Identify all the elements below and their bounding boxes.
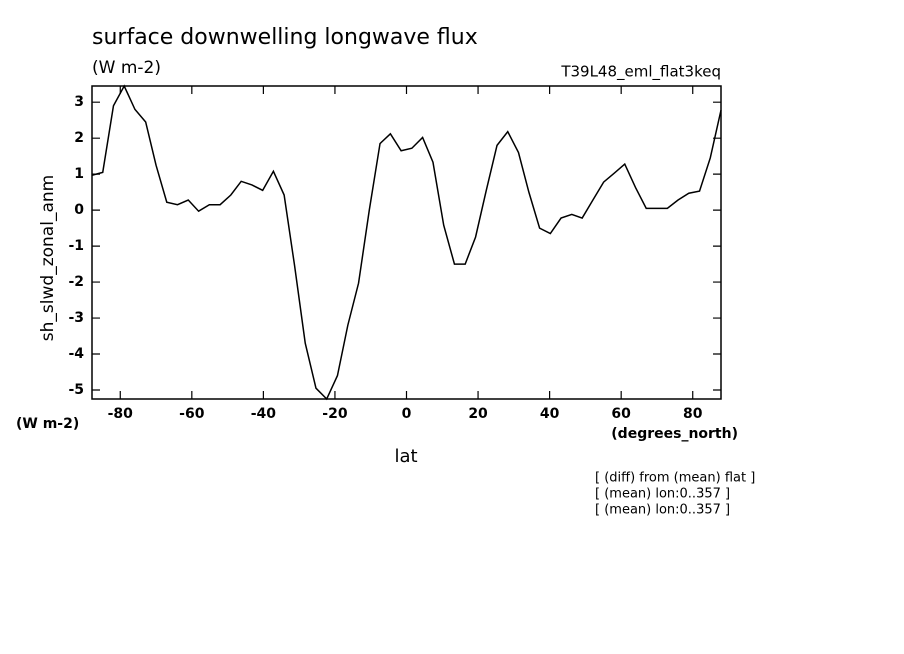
note: [ (mean) lon:0..357 ] — [595, 503, 730, 518]
y-tick-label: -3 — [68, 310, 84, 326]
y-tick-label: -1 — [68, 238, 84, 254]
x-tick-label: -40 — [251, 406, 277, 422]
y-tick-label: 1 — [74, 166, 84, 182]
annotation: T39L48_eml_flat3keq — [560, 63, 721, 82]
chart-subtitle: (W m-2) — [92, 58, 161, 78]
y-tick-label: -5 — [68, 382, 84, 398]
note: [ (mean) lon:0..357 ] — [595, 487, 730, 502]
x-axis-label: lat — [394, 446, 417, 467]
x-units: (degrees_north) — [611, 426, 738, 442]
x-tick-label: -80 — [108, 406, 134, 422]
x-tick-label: 80 — [683, 406, 703, 422]
y-tick-label: -4 — [68, 346, 84, 362]
x-tick-label: 40 — [540, 406, 560, 422]
x-tick-label: 60 — [611, 406, 631, 422]
y-tick-label: -2 — [68, 274, 84, 290]
y-tick-label: 2 — [74, 130, 84, 146]
y-tick-label: 0 — [74, 202, 84, 218]
y-axis-label: sh_slwd_zonal_anm — [38, 175, 58, 341]
x-tick-label: 0 — [402, 406, 412, 422]
chart-title: surface downwelling longwave flux — [92, 25, 478, 50]
y-units: (W m-2) — [16, 416, 79, 432]
x-tick-label: -20 — [322, 406, 348, 422]
y-tick-label: 3 — [74, 94, 84, 110]
data-line — [91, 84, 722, 401]
note: [ (diff) from (mean) flat ] — [595, 471, 755, 486]
x-tick-label: 20 — [468, 406, 488, 422]
x-tick-label: -60 — [179, 406, 205, 422]
plot-frame — [91, 85, 722, 400]
